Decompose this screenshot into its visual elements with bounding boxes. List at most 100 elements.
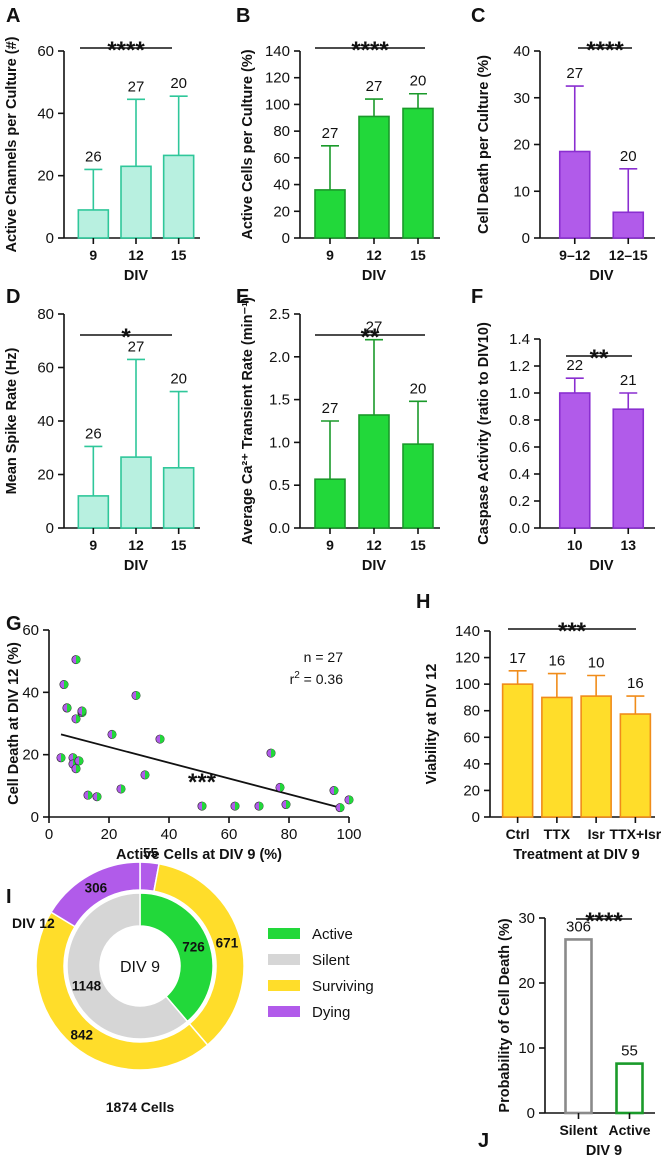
bar — [558, 392, 591, 529]
x-tick-label: 0 — [45, 826, 53, 843]
x-axis-label: Treatment at DIV 9 — [513, 847, 640, 863]
bar — [564, 938, 593, 1115]
y-tick-label: 1.5 — [269, 392, 290, 409]
x-tick-label: 13 — [620, 537, 636, 553]
panel-d-chart: 0 20 40 60 80 Mean Spike Rate (Hz) 26 9 27 12 20 15… — [4, 306, 200, 574]
significance-stars: ** — [590, 345, 609, 372]
scatter-point-half — [79, 756, 84, 766]
significance-stars: *** — [188, 769, 217, 796]
x-tick-label: 9 — [89, 537, 97, 553]
scatter-point-half — [271, 748, 276, 758]
n-label: 20 — [410, 380, 427, 397]
panel-a-chart: 0 20 40 60 Active Channels per Culture (#) 26… — [4, 36, 200, 284]
x-tick-label: 15 — [410, 537, 426, 553]
y-tick-label: 100 — [455, 676, 480, 693]
r2-annotation: r2 = 0.36 — [290, 670, 344, 687]
significance-stars: **** — [351, 37, 389, 64]
y-tick-label: 120 — [265, 70, 290, 87]
n-label: 26 — [85, 425, 102, 442]
scatter-point-half — [136, 691, 141, 700]
n-label: 20 — [620, 148, 637, 165]
n-label: 10 — [588, 655, 605, 672]
x-tick-label: 12 — [366, 247, 382, 263]
r2-prefix: r — [290, 671, 295, 687]
y-tick-label: 140 — [455, 623, 480, 640]
x-tick-label: 15 — [171, 537, 187, 553]
y-tick-label: 60 — [37, 360, 54, 377]
bar — [558, 150, 591, 239]
panel-letter-i: I — [6, 886, 12, 908]
y-tick-label: 0 — [522, 230, 530, 247]
y-tick-label: 40 — [463, 756, 480, 773]
y-tick-label: 1.2 — [509, 358, 530, 375]
scatter-point-half — [145, 770, 150, 780]
y-tick-label: 30 — [513, 90, 530, 107]
n-label: 20 — [170, 75, 187, 92]
y-axis-label: Cell Death per Culture (%) — [476, 55, 492, 234]
x-tick-label: 15 — [171, 247, 187, 263]
scatter-point-half — [64, 680, 69, 689]
y-tick-label: 140 — [265, 43, 290, 60]
panel-h-chart: 0 20 40 60 80 100 120 140 Viability at DIV 12 17 C… — [424, 618, 662, 863]
x-tick-label: 20 — [101, 826, 118, 843]
y-tick-label: 60 — [463, 729, 480, 746]
scatter-point-half — [349, 795, 354, 805]
n-label: 22 — [566, 357, 583, 374]
y-tick-label: 2.5 — [269, 306, 290, 323]
legend-swatch-dying — [268, 1006, 300, 1017]
n-label: 27 — [322, 400, 339, 417]
significance-stars: **** — [585, 908, 623, 935]
x-tick-label: 10 — [567, 537, 583, 553]
x-tick-label: 9–12 — [559, 247, 590, 263]
donut-value-label: 842 — [70, 1028, 93, 1043]
bar — [580, 695, 612, 818]
n-label: 16 — [627, 675, 644, 692]
significance-stars: *** — [558, 618, 587, 645]
panel-i-chart: 55 671 842 306 726 1148 DIV 9 DIV 12 1874 Cells A… — [12, 845, 374, 1115]
y-axis-label: Active Cells per Culture (%) — [240, 49, 256, 239]
y-tick-label: 1.0 — [509, 385, 530, 402]
legend-label-dying: Dying — [312, 1004, 350, 1021]
bar — [358, 115, 390, 239]
significance-stars: **** — [586, 37, 624, 64]
y-tick-label: 10 — [513, 183, 530, 200]
significance-stars: * — [121, 324, 131, 351]
scatter-point-half — [280, 783, 285, 792]
bar — [402, 443, 434, 529]
x-tick-label: Ctrl — [506, 826, 530, 842]
n-label: 20 — [170, 371, 187, 388]
n-label: 21 — [620, 372, 637, 389]
x-tick-label: Silent — [559, 1122, 597, 1138]
donut-slice-dying — [50, 861, 141, 928]
y-tick-label: 0.6 — [509, 439, 530, 456]
y-axis-label: Cell Death at DIV 12 (%) — [6, 642, 22, 805]
bar — [541, 696, 573, 818]
scatter-point-half — [334, 786, 339, 795]
bar — [615, 1062, 644, 1115]
n-label: 26 — [85, 148, 102, 165]
panel-letter-f: F — [471, 286, 483, 308]
r2-value: = 0.36 — [300, 671, 343, 687]
donut-value-label: 306 — [85, 881, 108, 896]
bar — [314, 478, 346, 529]
scatter-point-half — [202, 801, 207, 811]
x-tick-label: TTX — [544, 826, 571, 842]
donut-center-title: DIV 9 — [120, 959, 160, 976]
y-tick-label: 40 — [273, 177, 290, 194]
donut-slice-surviving — [35, 911, 209, 1071]
y-axis-label: Mean Spike Rate (Hz) — [4, 348, 20, 495]
n-label: 27 — [128, 78, 145, 95]
y-axis-label: Caspase Activity (ratio to DIV10) — [476, 322, 492, 545]
donut-value-label: 726 — [182, 939, 205, 954]
donut-slice-active — [139, 892, 214, 1023]
regression-line — [60, 733, 341, 809]
y-tick-label: 80 — [463, 703, 480, 720]
x-tick-label: 9 — [326, 537, 334, 553]
y-tick-label: 0 — [46, 520, 54, 537]
n-label: 27 — [566, 65, 583, 82]
panel-f-chart: 0.0 0.2 0.4 0.6 0.8 1.0 1.2 1.4 Caspase Activity… — [476, 322, 655, 574]
n-label: 306 — [566, 918, 591, 935]
x-axis-label: DIV — [362, 268, 387, 284]
